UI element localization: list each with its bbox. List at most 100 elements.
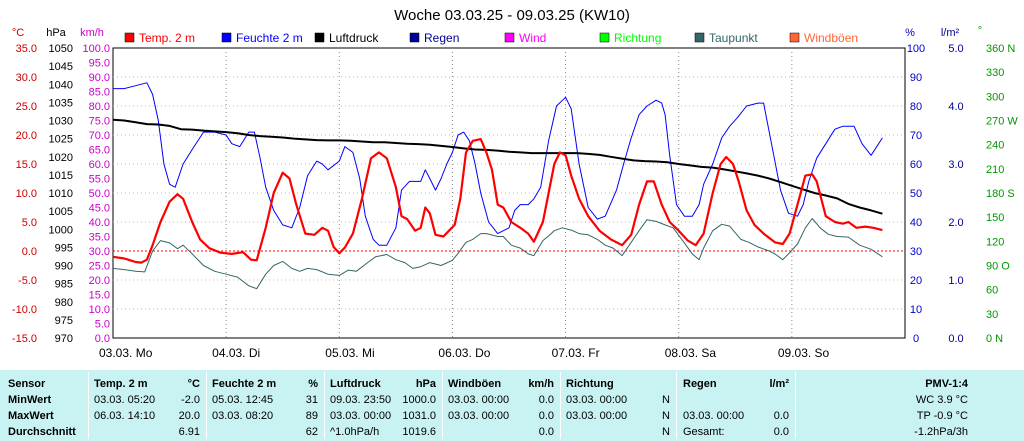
stats-gusts: Windböen km/h 03.03. 00:00 0.0 03.03. 00:0… <box>448 376 558 440</box>
series-group <box>112 82 883 290</box>
pressure-tick-label: 995 <box>55 242 73 254</box>
series-line-temp <box>112 218 883 290</box>
rain-tick-label: 0.0 <box>948 333 963 345</box>
pressure-tick-label: 980 <box>55 297 73 309</box>
temp-axis: -15.0 -10.0 -5.0 0.0 5.0 10.0 15.0 20.0 25.0 30.0… <box>12 43 37 345</box>
temp-tick-label: -10.0 <box>12 304 37 316</box>
legend-swatch <box>694 32 705 43</box>
series-line-humidity <box>113 82 883 246</box>
wind-tick-label: 10.0 <box>89 304 110 316</box>
direction-tick-label: 30 <box>986 309 998 321</box>
stats-row-labels: Sensor MinWert MaxWert Durchschnitt <box>8 376 76 440</box>
stats-separator <box>795 372 796 439</box>
legend-label: Luftdruck <box>329 31 379 45</box>
stats-humidity: Feuchte 2 m% 05.03. 12:45 31 03.03. 08:20… <box>212 376 322 440</box>
pressure-tick-label: 1020 <box>49 152 73 164</box>
wind-tick-label: 60.0 <box>89 159 110 171</box>
stats-pressure: Luftdruck hPa 09.03. 23:50 1000.0 03.03. 0… <box>330 376 440 440</box>
humidity-unit-label: % <box>905 27 915 39</box>
stats-label-sensor: Sensor <box>8 378 46 390</box>
humidity-tick-label: 80 <box>910 101 922 113</box>
humidity-axis: 0 10 20 30 40 50 60 70 80 90 100 <box>907 43 925 345</box>
legend-label: Taupunkt <box>709 31 758 45</box>
stats-gusts-unit: km/h <box>528 378 554 390</box>
wind-tick-label: 45.0 <box>89 203 110 215</box>
stats-temp-max-value: 20.0 <box>178 410 200 422</box>
direction-unit-label: ° <box>978 25 982 37</box>
stats-separator <box>560 372 561 439</box>
stats-pressure-title: Luftdruck <box>330 378 381 390</box>
humidity-tick-label: 20 <box>910 275 922 287</box>
rain-tick-label: 2.0 <box>948 217 963 229</box>
wind-tick-label: 65.0 <box>89 145 110 157</box>
legend-swatch <box>504 32 515 43</box>
stats-direction: Richtung 03.03. 00:00 N 03.03. 00:00 N N <box>566 376 674 440</box>
wind-tick-label: 0.0 <box>95 333 110 345</box>
rain-axis: 0.0 1.0 2.0 3.0 4.0 5.0 <box>948 43 963 345</box>
temp-tick-label: 20.0 <box>16 130 37 142</box>
stats-temp-max-time: 06.03. 14:10 <box>94 410 156 422</box>
pressure-tick-label: 1005 <box>49 206 73 218</box>
stats-label-avg: Durchschnitt <box>8 426 76 438</box>
legend-label: Windböen <box>804 31 858 45</box>
direction-tick-label: 210 <box>986 164 1004 176</box>
stats-pressure-min-time: 09.03. 23:50 <box>330 394 392 406</box>
pressure-tick-label: 970 <box>55 333 73 345</box>
humidity-tick-label: 0 <box>913 333 919 345</box>
stats-pmv-trend: -1.2hPa/3h <box>914 426 968 438</box>
stats-pressure-unit: hPa <box>415 378 436 390</box>
pressure-tick-label: 1000 <box>49 224 73 236</box>
humidity-tick-label: 10 <box>910 304 922 316</box>
stats-pressure-min-value: 1000.0 <box>402 394 436 406</box>
stats-rain-unit: l/m² <box>769 378 789 390</box>
wind-tick-label: 15.0 <box>89 290 110 302</box>
temp-tick-label: 35.0 <box>16 43 37 55</box>
direction-tick-label: 360 N <box>986 43 1015 55</box>
stats-rain: Regen l/m² 03.03. 00:00 0.0 Gesamt: 0.0 <box>683 376 793 440</box>
stats-humidity-unit: % <box>308 378 318 390</box>
pressure-tick-label: 985 <box>55 279 73 291</box>
pressure-tick-label: 1030 <box>49 116 73 128</box>
stats-humidity-avg-value: 62 <box>305 426 318 438</box>
wind-tick-label: 55.0 <box>89 174 110 186</box>
wind-tick-label: 25.0 <box>89 261 110 273</box>
stats-pressure-max-value: 1031.0 <box>402 410 436 422</box>
stats-direction-title: Richtung <box>566 378 614 390</box>
stats-temp-min-value: -2.0 <box>181 394 200 406</box>
stats-humidity-max-time: 03.03. 08:20 <box>212 410 274 422</box>
pressure-tick-label: 990 <box>55 261 73 273</box>
humidity-tick-label: 40 <box>910 217 922 229</box>
x-tick-label: 04.03. Di <box>212 346 260 360</box>
wind-tick-label: 90.0 <box>89 72 110 84</box>
direction-tick-label: 0 N <box>986 333 1003 345</box>
stats-separator <box>324 372 325 439</box>
direction-axis: 0 N 30 60 90 O 120 150 180 S 210 240 270 W 300 330 3… <box>986 43 1018 345</box>
wind-tick-label: 5.0 <box>95 319 110 331</box>
series-line-temp <box>112 138 883 264</box>
stats-pressure-avg-value: 1019.6 <box>402 426 436 438</box>
humidity-tick-label: 50 <box>910 188 922 200</box>
stats-pressure-avg-note: ^1.0hPa/h <box>330 426 380 438</box>
stats-separator <box>88 372 89 439</box>
rain-unit-label: l/m² <box>941 27 960 39</box>
stats-gusts-max-value: 0.0 <box>538 410 554 422</box>
legend-swatch <box>789 32 800 43</box>
wind-axis: 0.0 5.0 10.0 15.0 20.0 25.0 30.0 35.0 40.0 45.0 50… <box>82 43 110 345</box>
pressure-tick-label: 1010 <box>49 188 73 200</box>
direction-tick-label: 90 O <box>986 261 1010 273</box>
x-axis: 03.03. Mo 04.03. Di 05.03. Mi 06.03. Do 07.0… <box>99 346 830 360</box>
weather-week-chart: Woche 03.03.25 - 09.03.25 (KW10) °C hPa … <box>11 7 1019 360</box>
stats-temp-unit: °C <box>187 378 200 390</box>
stats-pmv: PMV-1:4 WC 3.9 °C TP -0.9 °C -1.2hPa/3h <box>800 376 970 440</box>
stats-direction-max-value: N <box>662 410 670 422</box>
direction-tick-label: 180 S <box>986 188 1015 200</box>
wind-tick-label: 75.0 <box>89 116 110 128</box>
wind-tick-label: 50.0 <box>89 188 110 200</box>
temp-tick-label: 10.0 <box>16 188 37 200</box>
humidity-tick-label: 100 <box>907 43 925 55</box>
stats-humidity-min-time: 05.03. 12:45 <box>212 394 274 406</box>
stats-pmv-title: PMV-1:4 <box>925 378 968 390</box>
pressure-tick-label: 975 <box>55 315 73 327</box>
wind-tick-label: 100.0 <box>82 43 110 55</box>
stats-pmv-windchill: WC 3.9 °C <box>915 394 968 406</box>
